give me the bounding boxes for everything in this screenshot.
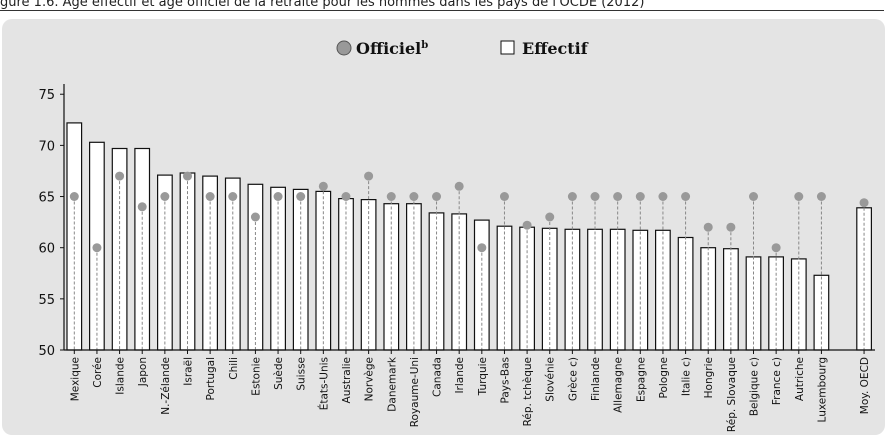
official-marker [160,192,170,201]
official-marker [749,192,758,201]
x-axis-labels: Mexique Corée Islande Japon N.-Zélande Israël… [69,350,871,432]
x-tick-label: Pologne [658,357,670,399]
official-marker [635,192,645,201]
x-tick-label: Irlande [454,357,466,394]
x-tick-label: Belgique c) [749,357,761,416]
official-marker [296,192,306,201]
x-tick-label: Italie c) [681,357,693,396]
y-tick-label: 75 [38,88,55,103]
x-tick-label: N.-Zélande [160,357,172,415]
official-marker [613,192,623,201]
legend-official-label: Officielb [356,39,428,58]
official-marker [409,192,419,201]
x-tick-label: Chili [228,357,240,380]
y-tick-label: 60 [38,242,55,257]
legend-official-superscript: b [421,40,428,51]
x-tick-label: Israël [183,357,195,386]
x-tick-label: Autriche [794,357,806,401]
bar-effectif [66,122,83,351]
official-marker [432,192,442,201]
official-marker [228,192,238,201]
y-tick-label: 50 [38,344,55,359]
x-tick-label: Norvège [364,357,376,401]
x-tick-label: Islande [115,357,127,395]
official-marker [703,222,713,232]
y-tick-label: 65 [38,191,55,206]
x-tick-label: Estonie [250,357,262,396]
x-tick-label: Danemark [386,356,398,412]
x-tick-label: Grèce c) [567,357,579,401]
x-tick-label: France c) [771,357,783,405]
official-marker [681,192,691,201]
legend-effective-label: Effectif [522,39,589,58]
y-tick-label: 70 [38,139,55,154]
official-marker [499,192,509,201]
official-marker [183,171,192,181]
x-tick-label: Slovénie [545,357,557,402]
x-tick-label: Portugal [205,357,217,401]
official-marker [477,243,487,253]
official-marker [816,192,826,201]
x-tick-label: Pays-Bas [499,357,511,404]
y-tick-label: 55 [38,293,55,308]
chart-legend: Officielb Effectif [336,39,589,58]
x-tick-label: États-Unis [317,357,330,410]
legend-official-text: Officiel [356,39,421,58]
official-marker [341,192,351,201]
official-marker [386,192,396,201]
official-marker [137,202,147,212]
official-marker [545,212,555,222]
official-marker [522,220,532,230]
x-tick-label: Allemagne [613,357,625,413]
x-tick-label: Moy. OECD [859,357,871,414]
caption-rule [0,10,884,11]
x-tick-label: Mexique [69,357,81,401]
official-marker [205,192,215,201]
x-tick-label: Luxembourg [816,357,828,422]
official-marker [590,192,600,201]
y-axis: 50 55 60 65 70 75 [38,84,65,359]
official-marker [658,192,668,201]
x-tick-label: Rép. tchèque [522,357,534,426]
official-marker [364,171,374,181]
official-marker [318,181,328,191]
x-tick-label: Australie [341,357,353,403]
x-tick-label: Rép. Slovaque [726,357,738,432]
official-marker [726,222,736,232]
official-marker [250,212,260,222]
official-marker [794,192,804,201]
official-marker [771,243,781,253]
x-tick-label: Canada [432,357,444,397]
x-tick-label: Turquie [477,357,489,396]
official-marker [92,243,102,253]
x-tick-label: Suisse [296,357,308,391]
x-tick-label: Royaume-Uni [409,357,421,427]
legend-effective-swatch [500,40,515,55]
figure-caption: gure 1.6. Âge effectif et âge officiel d… [0,0,645,10]
official-marker [115,171,125,181]
official-marker [69,192,79,201]
x-tick-label: Finlande [590,357,602,401]
x-tick-label: Japon [137,357,149,387]
official-marker [454,181,464,191]
bar-effectif [315,190,332,351]
official-markers-layer [69,171,869,350]
official-marker [567,192,577,201]
x-tick-label: Espagne [635,357,647,402]
official-marker [273,192,283,201]
x-tick-label: Hongrie [703,357,715,398]
x-tick-label: Corée [92,357,104,388]
x-tick-label: Suède [273,357,285,390]
official-marker [859,198,869,208]
legend-official-marker [336,40,352,56]
